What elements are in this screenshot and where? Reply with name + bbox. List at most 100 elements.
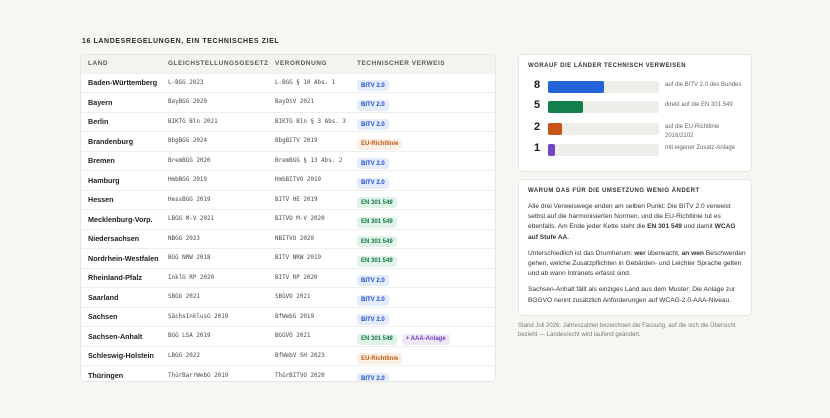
cell-verordnung: BITV HE 2019 — [275, 196, 318, 203]
cell-verordnung: BITV RP 2020 — [275, 274, 318, 281]
stat-row: 5 direkt auf die EN 301 549 — [519, 99, 751, 115]
stat-count: 5 — [533, 99, 541, 111]
table-row[interactable]: Sachsen SächsInklusG 2019 BfWebG 2019 BITV … — [81, 307, 495, 327]
stat-bar-fill — [548, 81, 604, 93]
cell-verweis: EU-Richtlinie — [350, 132, 495, 152]
cell-verweis: EN 301 549 — [350, 229, 495, 249]
stat-count: 1 — [533, 142, 541, 154]
table-row[interactable]: Bremen BremBGG 2020 BremBGG § 13 Abs. 2 BIT… — [81, 151, 495, 171]
cell-land: Hamburg — [88, 175, 120, 185]
explain-paragraph-1: Alle drei Verweiswege enden am selben Pu… — [528, 202, 746, 243]
footnote: Stand Juli 2026. Jahreszahlen bezeichnen… — [518, 323, 736, 338]
cell-gesetz: BayBGG 2020 — [168, 99, 208, 106]
stat-bar-fill — [548, 101, 583, 113]
stat-row: 2 auf die EU-Richtlinie 2016/2102 — [519, 121, 751, 139]
cell-verordnung: L-BGG § 10 Abs. 1 — [275, 79, 336, 86]
cell-gesetz: SBGG 2021 — [168, 294, 200, 301]
explain-text: Alle drei Verweiswege enden am selben Pu… — [528, 202, 746, 312]
stat-label: auf die BITV 2.0 des Bundes — [665, 82, 742, 88]
cell-land: Niedersachsen — [88, 234, 140, 244]
verweis-badge: BITV 2.0 — [357, 373, 389, 381]
stat-bar-track — [548, 144, 659, 156]
cell-land: Mecklenburg-Vorp. — [88, 214, 153, 224]
cell-verweis: EN 301 549 — [350, 190, 495, 210]
cell-verweis: BITV 2.0 — [350, 151, 495, 171]
cell-gesetz: LBGG 2022 — [168, 352, 200, 359]
verweis-badge: EN 301 549 — [357, 216, 397, 228]
cell-verordnung: BGGVO 2021 — [275, 333, 311, 340]
text-span: Beschwerden gehen, welche Zusatzpflichte… — [528, 249, 746, 278]
cell-gesetz: L-BGG 2023 — [168, 79, 204, 86]
table-row[interactable]: Niedersachsen NBGG 2023 NBITVO 2020 EN 301 … — [81, 229, 495, 249]
cell-verordnung: BfWebG 2019 — [275, 313, 315, 320]
cell-gesetz: BGG NRW 2018 — [168, 255, 211, 262]
cell-verordnung: SBGVO 2021 — [275, 294, 311, 301]
stat-count: 2 — [533, 121, 541, 133]
table-row[interactable]: Nordrhein-Westfalen BGG NRW 2018 BITV NRW … — [81, 248, 495, 269]
page-title: 16 LANDESREGELUNGEN, EIN TECHNISCHES ZIE… — [82, 38, 280, 45]
explain-card-title: WARUM DAS FÜR DIE UMSETZUNG WENIG ÄNDERT — [528, 188, 700, 194]
cell-verweis: BITV 2.0 — [350, 288, 495, 308]
table-row[interactable]: Brandenburg BbgBGG 2024 BbgBITV 2019 EU-Ric… — [81, 131, 495, 152]
cell-gesetz: BIKTG Bln 2021 — [168, 118, 218, 125]
cell-verordnung: BbgBITV 2019 — [275, 138, 318, 145]
stat-label: direkt auf die EN 301 549 — [665, 102, 733, 108]
emphasis-wer: wer — [634, 249, 646, 257]
cell-land: Bremen — [88, 156, 115, 166]
verweis-badge: BITV 2.0 — [357, 275, 389, 287]
table-header-row: LAND GLEICHSTELLUNGSGESETZ VERORDNUNG TE… — [81, 55, 495, 73]
stat-row: 1 mit eigener Zusatz-Anlage — [519, 142, 751, 158]
verweis-badge: BITV 2.0 — [357, 294, 389, 306]
stat-label: auf die EU-Richtlinie 2016/2102 — [665, 124, 720, 139]
cell-gesetz: LBGG M-V 2021 — [168, 216, 215, 223]
stat-bar-fill — [548, 144, 555, 156]
column-header-gesetz[interactable]: GLEICHSTELLUNGSGESETZ — [168, 60, 269, 68]
cell-land: Bayern — [88, 97, 113, 107]
verweis-badge: EN 301 549 — [357, 197, 397, 209]
table-row[interactable]: Bayern BayBGG 2020 BayDiV 2021 BITV 2.0 — [81, 92, 495, 113]
verweis-badge: BITV 2.0 — [357, 158, 389, 170]
table-row[interactable]: Hessen HessBGG 2019 BITV HE 2019 EN 301 549 — [81, 190, 495, 210]
table-row[interactable]: Sachsen-Anhalt BGG LSA 2019 BGGVO 2021 EN 3… — [81, 326, 495, 347]
cell-land: Nordrhein-Westfalen — [88, 253, 159, 263]
cell-land: Berlin — [88, 117, 109, 127]
cell-gesetz: ThürBarrWebG 2019 — [168, 372, 229, 379]
stats-card: WORAUF DIE LÄNDER TECHNISCH VERWEISEN 8 a… — [518, 54, 752, 172]
cell-gesetz: SächsInklusG 2019 — [168, 313, 229, 320]
cell-land: Schleswig-Holstein — [88, 351, 154, 361]
cell-verordnung: HmbBITVO 2019 — [275, 177, 322, 184]
column-header-verweis[interactable]: TECHNISCHER VERWEIS — [357, 60, 446, 68]
text-span: . — [567, 233, 570, 241]
table-row[interactable]: Berlin BIKTG Bln 2021 BIKTG Bln § 3 Abs. 3… — [81, 112, 495, 132]
cell-verweis: BITV 2.0 — [350, 307, 495, 327]
cell-verweis: BITV 2.0 — [350, 268, 495, 288]
cell-verordnung: BremBGG § 13 Abs. 2 — [275, 157, 343, 164]
column-header-verordnung[interactable]: VERORDNUNG — [275, 60, 327, 68]
regulations-table: LAND GLEICHSTELLUNGSGESETZ VERORDNUNG TE… — [81, 55, 495, 381]
extra-badge: + AAA-Anlage — [401, 333, 450, 345]
cell-land: Rheinland-Pfalz — [88, 273, 142, 283]
table-row[interactable]: Mecklenburg-Vorp. LBGG M-V 2021 BITVO M-V … — [81, 209, 495, 230]
table-row[interactable]: Thüringen ThürBarrWebG 2019 ThürBITVO 2020… — [81, 365, 495, 381]
table-row[interactable]: Saarland SBGG 2021 SBGVO 2021 BITV 2.0 — [81, 287, 495, 308]
cell-gesetz: InklG RP 2020 — [168, 274, 215, 281]
cell-verordnung: BayDiV 2021 — [275, 99, 315, 106]
table-row[interactable]: Rheinland-Pfalz InklG RP 2020 BITV RP 2020… — [81, 268, 495, 288]
verweis-badge: BITV 2.0 — [357, 80, 389, 92]
table-row[interactable]: Schleswig-Holstein LBGG 2022 BfWebV SH 202… — [81, 346, 495, 366]
cell-verweis: EU-Richtlinie — [350, 346, 495, 366]
stat-bar-fill — [548, 123, 562, 135]
table-row[interactable]: Hamburg HmbBGG 2019 HmbBITVO 2019 BITV 2.0 — [81, 170, 495, 191]
emphasis-wcag: WCAG auf Stufe AA — [528, 223, 736, 241]
verweis-badge: EU-Richtlinie — [357, 353, 403, 365]
cell-gesetz: NBGG 2023 — [168, 235, 200, 242]
cell-verweis: BITV 2.0 — [350, 171, 495, 191]
cell-land: Sachsen-Anhalt — [88, 331, 143, 341]
cell-verweis: BITV 2.0 — [350, 366, 495, 381]
column-header-land[interactable]: LAND — [88, 60, 109, 68]
stat-label: mit eigener Zusatz-Anlage — [665, 145, 736, 151]
table-row[interactable]: Baden-Württemberg L-BGG 2023 L-BGG § 10 Ab… — [81, 73, 495, 93]
cell-land: Hessen — [88, 195, 114, 205]
text-span: Unterschiedlich ist das Drumherum: — [528, 249, 635, 257]
text-span: überwacht, — [645, 249, 682, 257]
